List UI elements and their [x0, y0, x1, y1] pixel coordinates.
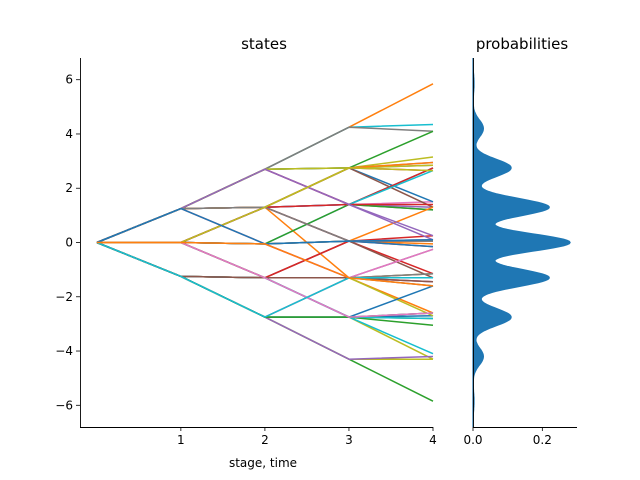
- x-tick-label: 3: [345, 433, 353, 447]
- prob-tick-label: 0.2: [533, 433, 552, 447]
- probabilities-ticks: 0.0 0.2: [463, 427, 552, 447]
- state-path-line: [96, 240, 433, 279]
- state-path-line: [96, 206, 434, 244]
- state-path-line: [96, 241, 433, 318]
- state-path-line: [96, 240, 434, 279]
- state-path-line: [96, 241, 434, 279]
- states-title: states: [241, 35, 287, 53]
- state-path-line: [96, 130, 434, 244]
- probability-density-area: [472, 58, 571, 427]
- states-ticks: 1 2 3 4 −6 −4 −2 0 2 4 6: [55, 73, 437, 447]
- state-path-line: [96, 203, 434, 244]
- state-path-line: [96, 161, 434, 244]
- y-tick-label: −6: [55, 398, 73, 412]
- state-path-line: [96, 241, 433, 360]
- state-path-line: [96, 207, 434, 283]
- state-path-line: [96, 203, 434, 245]
- y-tick-label: 0: [65, 236, 73, 250]
- state-path-line: [96, 241, 434, 287]
- y-tick-label: 4: [65, 127, 73, 141]
- state-path-line: [96, 241, 434, 360]
- states-xlabel: stage, time: [229, 456, 297, 470]
- state-path-line: [96, 161, 434, 244]
- x-tick-label: 2: [261, 433, 269, 447]
- y-tick-label: −4: [55, 344, 73, 358]
- state-lines: [96, 83, 434, 402]
- state-path-line: [96, 241, 434, 355]
- y-tick-label: 6: [65, 73, 73, 87]
- state-path-line: [96, 206, 433, 244]
- state-path-line: [96, 203, 433, 244]
- state-path-line: [96, 241, 433, 279]
- prob-tick-label: 0.0: [463, 433, 482, 447]
- y-tick-label: 2: [65, 181, 73, 195]
- state-path-line: [96, 126, 434, 244]
- state-path-line: [96, 168, 434, 244]
- states-axes: states stage, time 1 2 3 4 −6 −4 −2 0 2 4 6: [55, 35, 437, 470]
- state-path-line: [96, 241, 434, 279]
- state-path-line: [96, 241, 434, 279]
- x-tick-label: 4: [429, 433, 437, 447]
- state-path-line: [96, 203, 434, 244]
- y-tick-label: −2: [55, 290, 73, 304]
- probabilities-axes: probabilities 0.0 0.2: [463, 35, 577, 447]
- state-path-line: [96, 241, 434, 360]
- probabilities-title: probabilities: [476, 35, 569, 53]
- x-tick-label: 1: [177, 433, 185, 447]
